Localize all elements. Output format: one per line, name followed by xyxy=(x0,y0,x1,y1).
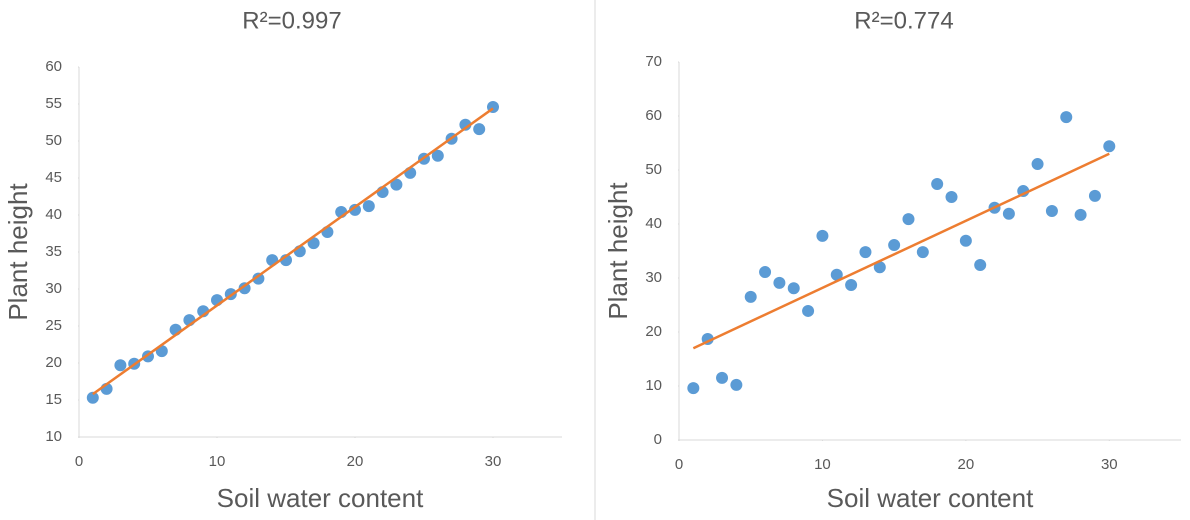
scatter-point xyxy=(916,246,929,259)
y-tick-label: 55 xyxy=(45,95,62,112)
scatter-point xyxy=(830,268,843,281)
scatter-point xyxy=(431,149,444,162)
y-tick-label: 60 xyxy=(45,58,62,75)
scatter-point xyxy=(716,371,729,384)
x-tick-label: 30 xyxy=(485,453,502,470)
trendline xyxy=(92,107,494,396)
y-tick-label: 50 xyxy=(45,132,62,149)
scatter-point xyxy=(1002,207,1015,220)
scatter-point xyxy=(787,282,800,295)
x-axis-title: Soil water content xyxy=(827,483,1034,513)
y-tick-label: 40 xyxy=(645,215,662,232)
x-tick-label: 0 xyxy=(675,456,683,473)
scatter-point xyxy=(1045,205,1058,218)
scatter-point xyxy=(1088,189,1101,202)
y-axis-title: Plant height xyxy=(603,182,633,320)
y-tick-label: 10 xyxy=(645,377,662,394)
trendline xyxy=(692,152,1110,350)
chart-title: R²=0.774 xyxy=(854,7,953,34)
x-tick-label: 10 xyxy=(209,453,226,470)
y-tick-label: 30 xyxy=(45,280,62,297)
scatter-point xyxy=(759,266,772,279)
y-tick-label: 25 xyxy=(45,317,62,334)
scatter-point xyxy=(252,272,265,285)
y-tick-label: 20 xyxy=(645,323,662,340)
scatter-point xyxy=(1074,208,1087,221)
scatter-point xyxy=(945,191,958,203)
y-tick-label: 45 xyxy=(45,169,62,186)
y-tick-label: 10 xyxy=(45,428,62,445)
x-tick-label: 10 xyxy=(814,456,831,473)
scatter-point xyxy=(845,279,858,292)
scatter-point xyxy=(114,359,127,372)
scatter-point xyxy=(773,276,786,289)
x-tick-label: 20 xyxy=(347,453,364,470)
scatter-point xyxy=(974,259,987,272)
y-axis-title: Plant height xyxy=(3,183,33,321)
y-tick-label: 15 xyxy=(45,391,62,408)
x-axis-title: Soil water content xyxy=(217,483,424,513)
scatter-point xyxy=(873,261,886,274)
scatter-point xyxy=(931,178,944,191)
scatter-point xyxy=(1060,111,1073,124)
y-tick-label: 60 xyxy=(645,107,662,124)
x-tick-label: 0 xyxy=(75,453,83,470)
chart-title: R²=0.997 xyxy=(242,7,341,34)
scatter-point xyxy=(238,282,251,295)
scatter-point xyxy=(1103,140,1116,153)
scatter-point xyxy=(1031,158,1044,171)
scatter-point xyxy=(86,391,99,404)
scatter-point xyxy=(744,290,757,303)
scatter-point xyxy=(687,382,700,395)
y-tick-label: 70 xyxy=(645,53,662,70)
scatter-point xyxy=(802,304,815,317)
y-tick-label: 20 xyxy=(45,354,62,371)
scatter-point xyxy=(459,118,472,131)
x-tick-label: 20 xyxy=(958,456,975,473)
y-tick-label: 30 xyxy=(645,269,662,286)
y-tick-label: 40 xyxy=(45,206,62,223)
scatter-point xyxy=(902,213,915,226)
scatter-point xyxy=(362,200,375,213)
scatter-point xyxy=(859,246,872,259)
x-tick-label: 30 xyxy=(1101,456,1118,473)
y-tick-label: 35 xyxy=(45,243,62,260)
y-tick-label: 0 xyxy=(654,431,662,448)
scatter-point xyxy=(730,378,743,391)
y-tick-label: 50 xyxy=(645,161,662,178)
scatter-point xyxy=(473,123,486,136)
scatter-point xyxy=(816,229,829,242)
scatter-point xyxy=(959,234,972,247)
scatter-point xyxy=(888,239,901,252)
scatter-point xyxy=(390,178,403,191)
scatter-point xyxy=(349,203,361,216)
